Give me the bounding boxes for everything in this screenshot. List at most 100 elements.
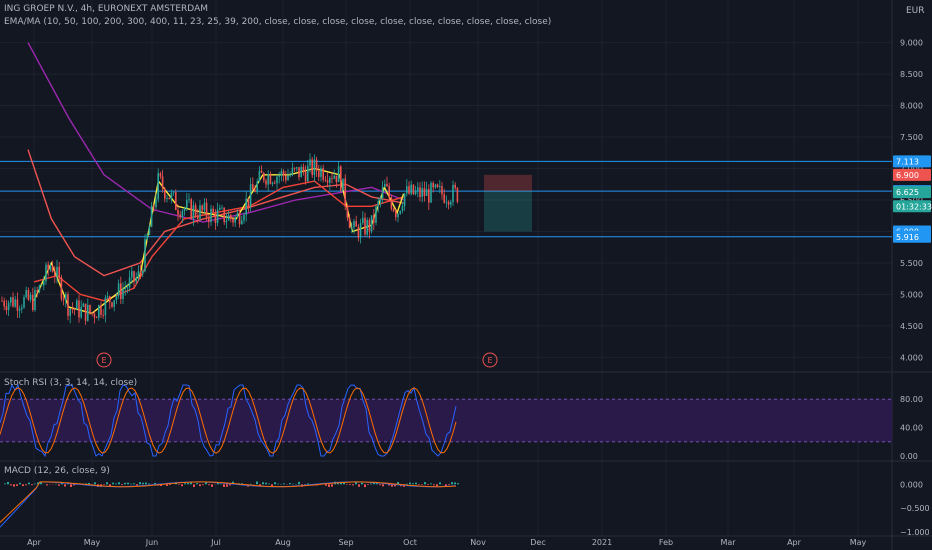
candle-body bbox=[23, 296, 25, 308]
candle-body bbox=[210, 208, 212, 222]
macd-histogram-bar bbox=[256, 481, 258, 485]
candle-body bbox=[362, 217, 364, 224]
price-tag-label: 6.625 bbox=[896, 188, 919, 197]
candle-body bbox=[326, 180, 329, 183]
macd-histogram-bar bbox=[118, 482, 120, 485]
candle-body bbox=[5, 306, 8, 311]
stoch-rsi-pane bbox=[0, 383, 892, 458]
horizontal-levels[interactable] bbox=[0, 160, 892, 238]
candle-body bbox=[419, 187, 421, 197]
macd-histogram-bar bbox=[10, 484, 12, 486]
macd-histogram-bar bbox=[298, 481, 300, 485]
position-box[interactable] bbox=[484, 174, 532, 232]
candle-body bbox=[188, 199, 190, 201]
candle-body bbox=[159, 173, 162, 177]
macd-histogram-bar bbox=[367, 484, 369, 485]
candle-body bbox=[410, 184, 412, 194]
candle-body bbox=[227, 214, 230, 221]
rsi-legend[interactable]: Stoch RSI (3, 3, 14, 14, close) bbox=[4, 378, 138, 388]
candle-body bbox=[302, 166, 305, 172]
macd-histogram-bar bbox=[208, 484, 210, 486]
candle-body bbox=[205, 202, 208, 217]
candle-body bbox=[139, 271, 142, 274]
macd-histogram-bar bbox=[70, 484, 72, 487]
candle-body bbox=[236, 213, 239, 218]
indicator-legend[interactable]: EMA/MA (10, 50, 100, 200, 300, 400, 11, … bbox=[4, 17, 552, 27]
y-tick-label: 5.000 bbox=[900, 290, 923, 299]
candle-body bbox=[120, 283, 122, 300]
y-tick-label: 5.500 bbox=[900, 259, 923, 268]
macd-histogram-bar bbox=[193, 484, 195, 487]
candle-body bbox=[219, 207, 221, 210]
candle-body bbox=[445, 201, 448, 203]
macd-histogram-bar bbox=[106, 482, 108, 485]
macd-histogram-bar bbox=[409, 482, 411, 485]
macd-histogram-bar bbox=[196, 483, 198, 485]
candle-body bbox=[397, 213, 399, 218]
candle-body bbox=[247, 198, 250, 206]
candle-body bbox=[432, 183, 434, 188]
candle-body bbox=[197, 215, 199, 219]
candle-body bbox=[51, 266, 54, 272]
stoch-d-line bbox=[0, 387, 457, 454]
candle-body bbox=[384, 184, 386, 188]
candle-body bbox=[164, 188, 166, 199]
candle-body bbox=[414, 190, 417, 195]
macd-histogram-bar bbox=[370, 483, 372, 485]
candle-body bbox=[368, 220, 371, 232]
candle-body bbox=[225, 220, 228, 223]
candle-body bbox=[194, 205, 197, 216]
macd-histogram-bar bbox=[184, 483, 186, 485]
candle-body bbox=[49, 266, 52, 271]
macd-histogram-bar bbox=[355, 481, 357, 485]
candle-body bbox=[399, 210, 401, 214]
candle-body bbox=[443, 194, 445, 203]
macd-legend[interactable]: MACD (12, 26, close, 9) bbox=[4, 466, 110, 476]
candle-body bbox=[258, 170, 261, 182]
macd-histogram-bar bbox=[166, 484, 168, 486]
currency-label[interactable]: EUR bbox=[906, 6, 925, 16]
macd-histogram-bar bbox=[433, 484, 435, 486]
candle-body bbox=[238, 213, 241, 225]
macd-histogram-bar bbox=[304, 484, 306, 486]
candle-body bbox=[344, 178, 346, 206]
candle-body bbox=[172, 192, 175, 194]
candle-body bbox=[192, 205, 195, 219]
candle-body bbox=[232, 218, 234, 223]
candle-body bbox=[447, 201, 450, 205]
candle-body bbox=[80, 306, 82, 318]
macd-histogram-bar bbox=[343, 482, 345, 485]
candle-body bbox=[98, 305, 100, 318]
x-tick-label: Feb bbox=[659, 538, 673, 547]
macd-histogram-bar bbox=[4, 483, 6, 485]
x-tick-label: Apr bbox=[27, 538, 42, 547]
candle-body bbox=[340, 166, 342, 191]
candle-body bbox=[230, 214, 232, 219]
macd-histogram-bar bbox=[16, 484, 18, 486]
candle-body bbox=[146, 234, 148, 240]
candle-body bbox=[430, 183, 432, 203]
candle-body bbox=[322, 168, 324, 180]
candle-body bbox=[337, 166, 340, 183]
macd-histogram-bar bbox=[445, 484, 447, 487]
candle-body bbox=[32, 294, 34, 311]
candle-body bbox=[351, 227, 353, 229]
earnings-label: E bbox=[101, 356, 106, 365]
candle-body bbox=[186, 200, 188, 209]
candle-body bbox=[425, 189, 428, 196]
time-axis[interactable]: Apr May Jun Jul Aug Sep Oct Nov Dec 2021 Feb Mar Apr… bbox=[27, 538, 866, 547]
candle-body bbox=[280, 171, 283, 176]
candle-body bbox=[148, 226, 151, 235]
candle-body bbox=[434, 184, 437, 188]
macd-tick-label: −1.000 bbox=[900, 528, 930, 537]
candle-body bbox=[43, 281, 45, 286]
chart-title[interactable]: ING GROEP N.V., 4h, EURONEXT AMSTERDAM bbox=[4, 4, 208, 14]
macd-histogram-bar bbox=[388, 484, 390, 486]
candle-body bbox=[335, 175, 338, 183]
macd-histogram-bar bbox=[271, 484, 273, 487]
macd-histogram-bar bbox=[145, 482, 147, 485]
candle-body bbox=[115, 295, 118, 301]
